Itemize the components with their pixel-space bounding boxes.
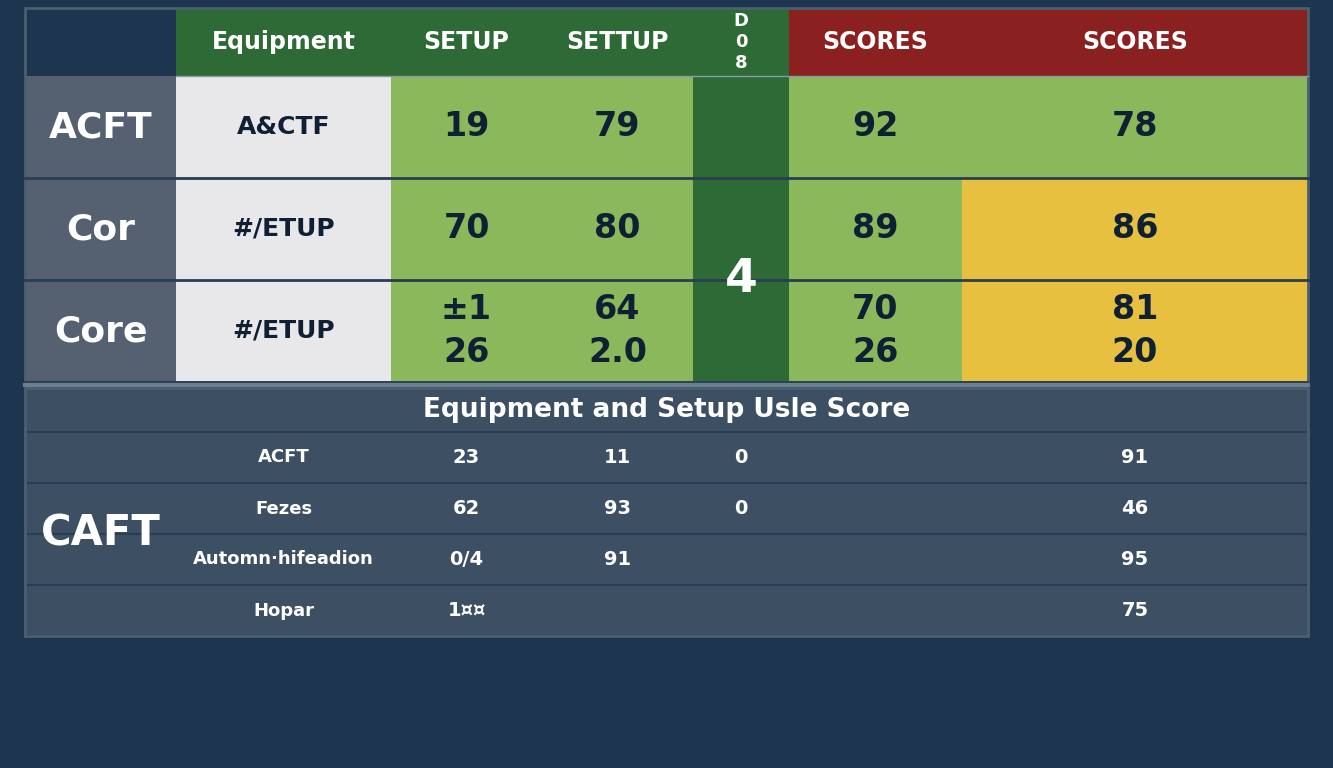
FancyBboxPatch shape <box>693 8 789 76</box>
FancyBboxPatch shape <box>25 280 176 382</box>
FancyBboxPatch shape <box>962 178 1308 280</box>
FancyBboxPatch shape <box>25 8 176 76</box>
FancyBboxPatch shape <box>693 76 789 178</box>
Text: Equipment: Equipment <box>212 30 356 54</box>
FancyBboxPatch shape <box>391 178 543 280</box>
Text: 0/4: 0/4 <box>449 550 484 569</box>
FancyBboxPatch shape <box>25 483 1308 534</box>
Text: 93: 93 <box>604 499 631 518</box>
FancyBboxPatch shape <box>391 76 543 178</box>
Text: 89: 89 <box>852 213 898 246</box>
Text: 64
2.0: 64 2.0 <box>588 293 647 369</box>
FancyBboxPatch shape <box>962 76 1308 178</box>
Text: 46: 46 <box>1121 499 1149 518</box>
Text: SETUP: SETUP <box>424 30 509 54</box>
FancyBboxPatch shape <box>543 178 693 280</box>
FancyBboxPatch shape <box>176 8 391 76</box>
Text: #/ETUP: #/ETUP <box>232 217 335 241</box>
FancyBboxPatch shape <box>391 8 543 76</box>
Text: 62: 62 <box>453 499 480 518</box>
Text: SCORES: SCORES <box>1082 30 1188 54</box>
FancyBboxPatch shape <box>962 8 1308 76</box>
FancyBboxPatch shape <box>25 585 1308 636</box>
Text: 79: 79 <box>595 111 641 144</box>
Text: 91: 91 <box>604 550 631 569</box>
Text: 95: 95 <box>1121 550 1149 569</box>
Text: 11: 11 <box>604 448 631 467</box>
Text: CAFT: CAFT <box>40 513 160 555</box>
Text: ±1
26: ±1 26 <box>441 293 492 369</box>
FancyBboxPatch shape <box>789 76 962 178</box>
FancyBboxPatch shape <box>176 280 391 382</box>
Text: 92: 92 <box>852 111 898 144</box>
FancyBboxPatch shape <box>962 280 1308 382</box>
Text: 91: 91 <box>1121 448 1149 467</box>
FancyBboxPatch shape <box>25 432 1308 483</box>
FancyBboxPatch shape <box>25 76 176 178</box>
Text: 78: 78 <box>1112 111 1158 144</box>
Text: Cor: Cor <box>67 212 135 246</box>
FancyBboxPatch shape <box>693 280 789 382</box>
Text: 86: 86 <box>1112 213 1158 246</box>
Text: #/ETUP: #/ETUP <box>232 319 335 343</box>
Text: Equipment and Setup Usle Score: Equipment and Setup Usle Score <box>423 397 910 423</box>
Text: D
0
8: D 0 8 <box>733 12 749 71</box>
FancyBboxPatch shape <box>176 178 391 280</box>
Text: Hopar: Hopar <box>253 601 315 620</box>
Text: 0: 0 <box>734 448 748 467</box>
Text: Core: Core <box>53 314 147 348</box>
FancyBboxPatch shape <box>693 178 789 382</box>
Text: 1¤¤: 1¤¤ <box>448 601 485 620</box>
Text: 81
20: 81 20 <box>1112 293 1158 369</box>
Text: 23: 23 <box>453 448 480 467</box>
Text: 0: 0 <box>734 499 748 518</box>
Text: Automn·hifeadion: Automn·hifeadion <box>193 551 373 568</box>
FancyBboxPatch shape <box>789 178 962 280</box>
Text: 19: 19 <box>444 111 489 144</box>
FancyBboxPatch shape <box>543 76 693 178</box>
Text: 70
26: 70 26 <box>852 293 898 369</box>
Text: Fezes: Fezes <box>255 499 312 518</box>
FancyBboxPatch shape <box>693 178 789 280</box>
FancyBboxPatch shape <box>391 280 543 382</box>
FancyBboxPatch shape <box>543 8 693 76</box>
Text: 80: 80 <box>595 213 641 246</box>
Text: 70: 70 <box>444 213 489 246</box>
Text: SCORES: SCORES <box>822 30 929 54</box>
FancyBboxPatch shape <box>789 8 962 76</box>
Text: SETTUP: SETTUP <box>567 30 669 54</box>
FancyBboxPatch shape <box>176 76 391 178</box>
FancyBboxPatch shape <box>25 388 1308 432</box>
Text: A&CTF: A&CTF <box>237 115 331 139</box>
FancyBboxPatch shape <box>789 280 962 382</box>
FancyBboxPatch shape <box>543 280 693 382</box>
Text: 75: 75 <box>1121 601 1149 620</box>
Text: 4: 4 <box>725 257 757 303</box>
FancyBboxPatch shape <box>25 534 1308 585</box>
FancyBboxPatch shape <box>25 178 176 280</box>
Text: ACFT: ACFT <box>48 110 152 144</box>
FancyBboxPatch shape <box>693 76 789 178</box>
Text: ACFT: ACFT <box>257 449 309 466</box>
